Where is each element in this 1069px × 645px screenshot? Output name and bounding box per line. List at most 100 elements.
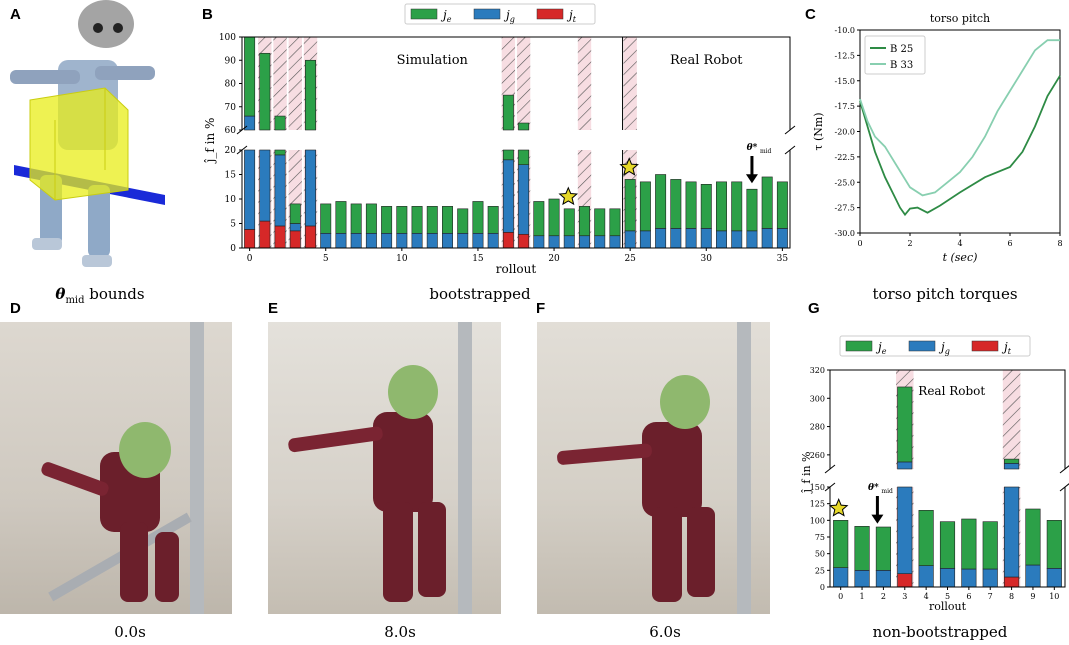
theta-mid-bounds-box [29, 87, 129, 201]
bar-b-j_e-30 [700, 184, 712, 229]
legend-label-jt: jt [1001, 340, 1012, 356]
bar-b-j_e-31 [716, 181, 727, 232]
bar-g-j_e-2 [875, 526, 891, 571]
x-axis-g-label: rollout [929, 600, 967, 613]
ytick-c-label: -12.5 [834, 51, 855, 60]
region-label-simulation: Simulation [397, 53, 469, 68]
legend-swatch-jg [473, 8, 501, 20]
ytick-g-upper-label: 260 [810, 451, 825, 460]
bar-b-j_t-4 [305, 225, 316, 249]
ytick-g-lower-label: 0 [820, 583, 825, 592]
chart-c-ylabel: τ (Nm) [812, 112, 825, 150]
bar-g-j_g-1 [854, 570, 870, 588]
bar-b-j_g-19 [533, 235, 545, 249]
bar-g-j_e-10 [1046, 520, 1062, 569]
panel-letter-g: G [808, 300, 820, 317]
ytick-g-lower-label: 125 [810, 500, 825, 509]
robot-arm [288, 426, 383, 453]
y-axis-label: ĵ_f in % [203, 118, 217, 165]
bar-b-j_e-17-upper [502, 94, 514, 131]
bar-g-j_g-6 [961, 568, 977, 588]
bar-g-j_g-3-upper [897, 461, 913, 470]
bar-g-j_g-5 [939, 568, 956, 588]
chart-c-legend-label-0: B 25 [890, 44, 913, 55]
xtick-label: 10 [396, 254, 408, 264]
bar-b-j_g-18 [518, 164, 530, 235]
caption-d: 0.0s [114, 623, 146, 641]
xtick-g-label: 1 [859, 592, 864, 601]
chart-b: Simulation Real Robot 60 70 80 90 100 0 5 10 15 20 0… [203, 3, 796, 276]
bar-g-j_g-10 [1046, 568, 1062, 588]
bar-b-j_g-2 [274, 154, 286, 227]
ytick-upper-label: 100 [219, 33, 236, 43]
robot-helmet [388, 365, 438, 419]
caption-c: torso pitch torques [872, 285, 1018, 303]
frame-pole [190, 322, 204, 614]
bar-b-j_t-1 [259, 220, 271, 249]
bar-b-j_e-29 [685, 181, 697, 229]
theta-mid-label-g: θ* [868, 483, 879, 493]
ytick-c-label: -27.5 [834, 204, 855, 213]
bar-b-j_g-33 [746, 230, 758, 249]
bar-b-j_g-9 [381, 233, 393, 249]
xtick-g-label: 10 [1049, 592, 1059, 601]
robot-helmet [660, 375, 710, 429]
bar-b-j_e-0-upper [244, 36, 256, 117]
x-axis-label: rollout [496, 262, 537, 276]
bar-b-j_t-2 [274, 225, 286, 249]
robot-leg [120, 522, 148, 602]
bar-b-j_g-3 [289, 223, 301, 232]
bar-b-j_g-16 [487, 233, 499, 249]
caption-f: 6.0s [649, 623, 681, 641]
bar-b-j_g-29 [685, 228, 697, 249]
ytick-c-label: -10.0 [834, 26, 855, 35]
xtick-label: 5 [323, 254, 329, 264]
legend-swatch-jg [908, 340, 936, 352]
bar-b-j_g-32 [731, 230, 743, 249]
bar-g-j_e-3-upper [897, 386, 913, 463]
hatch-region-upper [516, 37, 531, 130]
ytick-upper-label: 90 [225, 56, 237, 66]
robot-leg-right [88, 185, 110, 257]
bar-g-j_e-1 [854, 526, 870, 571]
bar-g-j_g-4 [918, 565, 934, 588]
legend-label-jt: jt [566, 8, 577, 24]
bar-b-j_g-31 [716, 230, 727, 249]
bar-b-j_g-8 [365, 233, 377, 249]
robot-eye-left [93, 23, 103, 33]
axis-frame-upper [241, 36, 791, 130]
photo-f [537, 322, 770, 614]
bar-b-j_g-6 [335, 233, 347, 249]
bar-b-j_e-18-upper [518, 122, 530, 131]
bar-b-j_g-30 [700, 228, 712, 249]
bar-g-j_g-3 [897, 486, 913, 574]
bar-b-j_e-32 [731, 181, 743, 232]
ytick-c-label: -15.0 [834, 77, 855, 86]
bar-b-j_e-10 [396, 206, 408, 234]
bar-b-j_e-2-upper [274, 115, 286, 131]
bar-g-j_e-8-upper [1004, 458, 1020, 464]
bar-b-j_g-28 [670, 228, 682, 249]
theta-mid-arrow-g-head [871, 514, 884, 524]
robot-eye-right [113, 23, 123, 33]
star-marker-g [828, 497, 849, 517]
bar-g-j_g-0 [833, 567, 849, 588]
legend-label-jg: jg [938, 340, 950, 356]
panel-letter-b: B [202, 6, 213, 23]
robot-foot-left [32, 238, 62, 250]
bar-b-j_e-4-upper [305, 59, 316, 131]
y-axis-g-label: ĵ_f in % [800, 451, 813, 494]
theta-mid-label-b-sub: mid [760, 148, 772, 155]
ytick-lower-label: 5 [230, 220, 236, 230]
bar-b-j_e-11 [411, 206, 423, 234]
bar-g-j_e-9 [1025, 508, 1041, 566]
ytick-g-upper-label: 300 [810, 394, 825, 403]
panel-letter-c: C [805, 6, 816, 23]
bar-b-j_g-35 [776, 228, 788, 249]
ytick-c-label: -25.0 [834, 178, 855, 187]
xtick-g-label: 0 [838, 592, 843, 601]
bar-b-j_e-27 [655, 174, 667, 229]
xtick-c-label: 2 [907, 239, 912, 248]
bar-b-j_g-0-upper [244, 115, 256, 131]
legend-label-je: je [440, 8, 452, 24]
